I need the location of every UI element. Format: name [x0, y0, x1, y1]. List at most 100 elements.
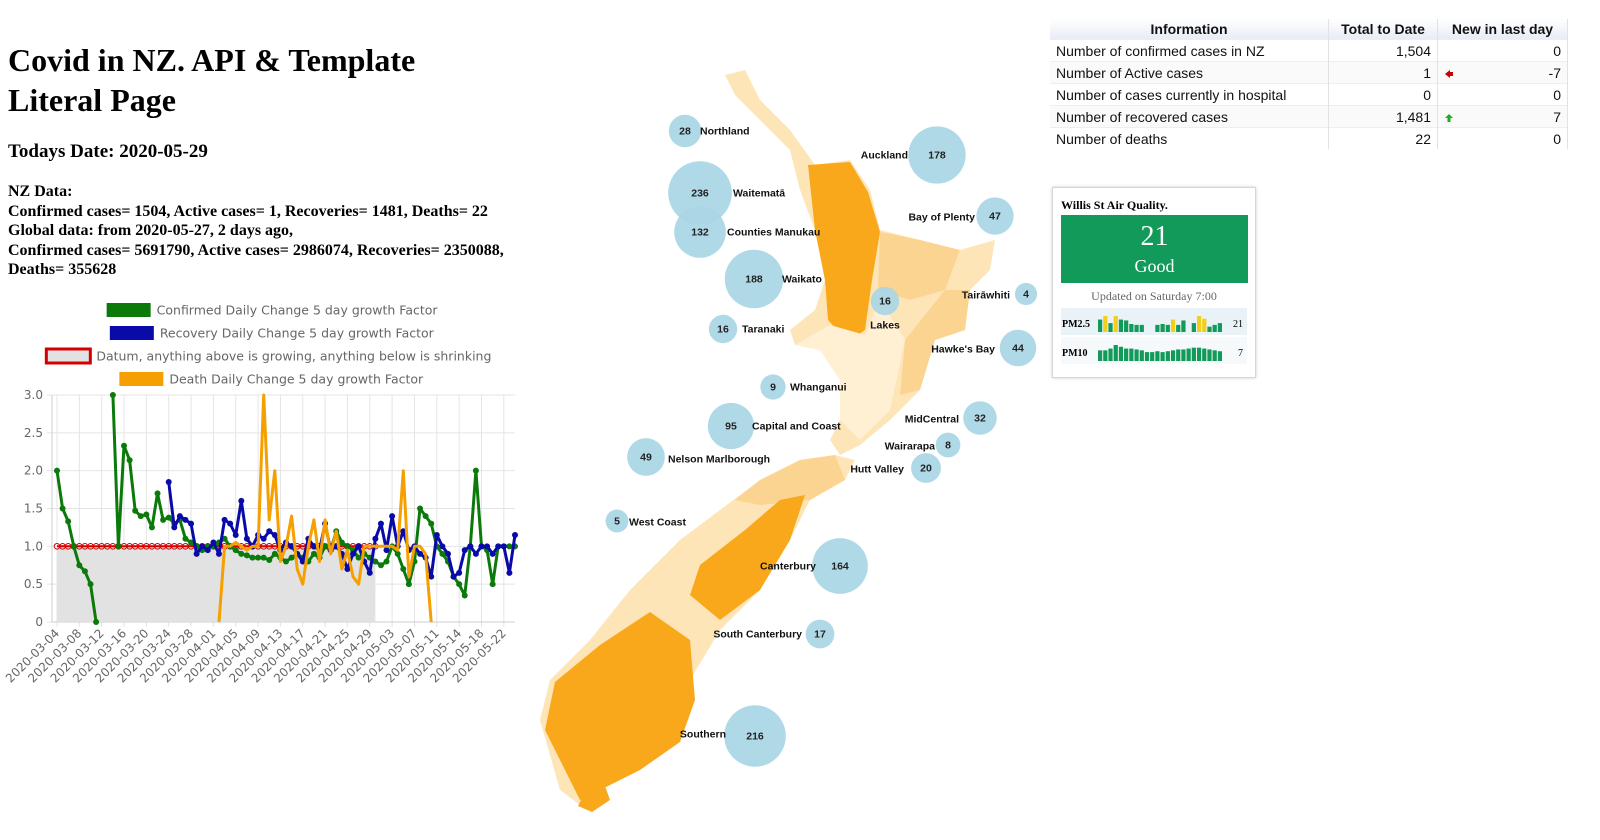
case-bubble [627, 438, 665, 476]
data-point [87, 581, 94, 588]
region-auckland [808, 162, 880, 342]
region-name: Counties Manukau [727, 227, 820, 239]
pollutant-bar [1139, 350, 1144, 361]
data-point [389, 513, 396, 520]
data-point [439, 543, 446, 550]
data-point [227, 520, 234, 527]
data-point [444, 550, 451, 557]
data-point [271, 531, 278, 538]
bubble-value: 9 [770, 382, 776, 394]
pollutant-bar [1129, 324, 1134, 332]
date-line: Todays Date: 2020-05-29 [8, 141, 208, 162]
region-east [900, 290, 970, 395]
data-point [182, 535, 189, 542]
region-southern [545, 612, 695, 800]
data-point [322, 543, 329, 550]
data-point [260, 535, 267, 542]
bubble-value: 16 [717, 324, 729, 336]
table-cell: Number of confirmed cases in NZ [1050, 39, 1329, 62]
pollutant-bar [1155, 351, 1160, 361]
aq-index: 21 [1140, 221, 1169, 252]
data-point [266, 528, 273, 535]
pollutant-bar [1196, 347, 1202, 361]
cell-text: Number of deaths [1056, 130, 1168, 147]
case-bubble [805, 619, 835, 649]
data-point [310, 550, 317, 557]
cell-text: Number of recovered cases [1056, 108, 1228, 125]
data-point [377, 520, 384, 527]
data-point [199, 543, 206, 550]
data-point [182, 516, 189, 523]
data-point [495, 543, 502, 550]
region-name: Lakes [870, 320, 900, 332]
pollutant-bar [1139, 324, 1144, 332]
pollutant-bar [1124, 348, 1129, 361]
bubble-value: 236 [691, 188, 709, 200]
cell-text: -7 [1548, 64, 1561, 81]
region-bay [878, 232, 960, 300]
data-point [260, 554, 267, 561]
data-point [512, 531, 518, 538]
case-bubble [605, 509, 629, 533]
summary-block: NZ Data: Confirmed cases= 1504, Active c… [8, 182, 528, 280]
data-point [288, 543, 295, 550]
data-point [383, 558, 390, 565]
cell-text: 1,481 [1395, 108, 1431, 125]
pollutant-bar [1144, 352, 1150, 361]
legend-label: Death Daily Change 5 day growth Factor [169, 372, 424, 387]
data-point [484, 543, 491, 550]
legend-label: Confirmed Daily Change 5 day growth Fact… [157, 303, 439, 318]
pollutant-bar [1170, 319, 1176, 332]
pollutant-bar [1113, 345, 1118, 361]
table-row: Number of deaths 22 0 [1050, 127, 1568, 149]
case-bubble [935, 432, 961, 458]
region-name: South Canterbury [713, 629, 802, 641]
pollutant-bar [1176, 324, 1181, 332]
table-cell: Number of cases currently in hospital [1050, 83, 1329, 106]
cell-text: 0 [1423, 86, 1431, 103]
header-cell: New in last day [1437, 19, 1568, 40]
data-point [428, 520, 435, 527]
pollutant-bar [1134, 349, 1139, 361]
table-row: Number of confirmed cases in NZ 1,504 0 [1050, 39, 1568, 62]
data-point [171, 524, 178, 531]
data-point [76, 562, 83, 569]
data-point [210, 539, 217, 546]
region-name: Canterbury [760, 561, 816, 573]
pollutant-bar [1118, 346, 1124, 361]
y-tick-label: 3.0 [24, 388, 43, 402]
data-point [372, 535, 379, 542]
data-point [132, 507, 139, 514]
bubble-value: 4 [1023, 289, 1029, 301]
down-arrow-icon [1445, 69, 1453, 78]
data-point [400, 528, 407, 535]
bubble-value: 32 [974, 413, 986, 425]
data-point [70, 543, 77, 550]
case-bubble [668, 161, 732, 225]
aq-rating: Good [1134, 256, 1175, 276]
pollutant-bar [1108, 348, 1113, 361]
pollutant-bar [1160, 324, 1165, 332]
cell-text: 1,504 [1395, 42, 1431, 59]
info-table: Information Total to Date New in last da… [1050, 19, 1568, 149]
y-tick-label: 0.5 [24, 577, 43, 591]
data-point [165, 514, 172, 521]
table-cell: 0 [1437, 83, 1568, 106]
y-tick-label: 2.0 [24, 464, 43, 478]
table-cell: -7 [1437, 61, 1568, 84]
data-point [154, 490, 161, 497]
legend-label: Recovery Daily Change 5 day growth Facto… [160, 326, 435, 341]
header-cell: Total to Date [1328, 19, 1438, 40]
case-bubble [707, 402, 755, 450]
bubble-value: 164 [831, 561, 849, 573]
legend-swatch [119, 372, 164, 386]
air-quality-widget: Willis St Air Quality. 21 Good Updated o… [1052, 187, 1256, 378]
data-point [238, 550, 245, 557]
region-name: Wairarapa [885, 441, 936, 453]
data-point [405, 581, 412, 588]
table-cell: 22 [1328, 127, 1438, 149]
legend-swatch [106, 303, 151, 317]
